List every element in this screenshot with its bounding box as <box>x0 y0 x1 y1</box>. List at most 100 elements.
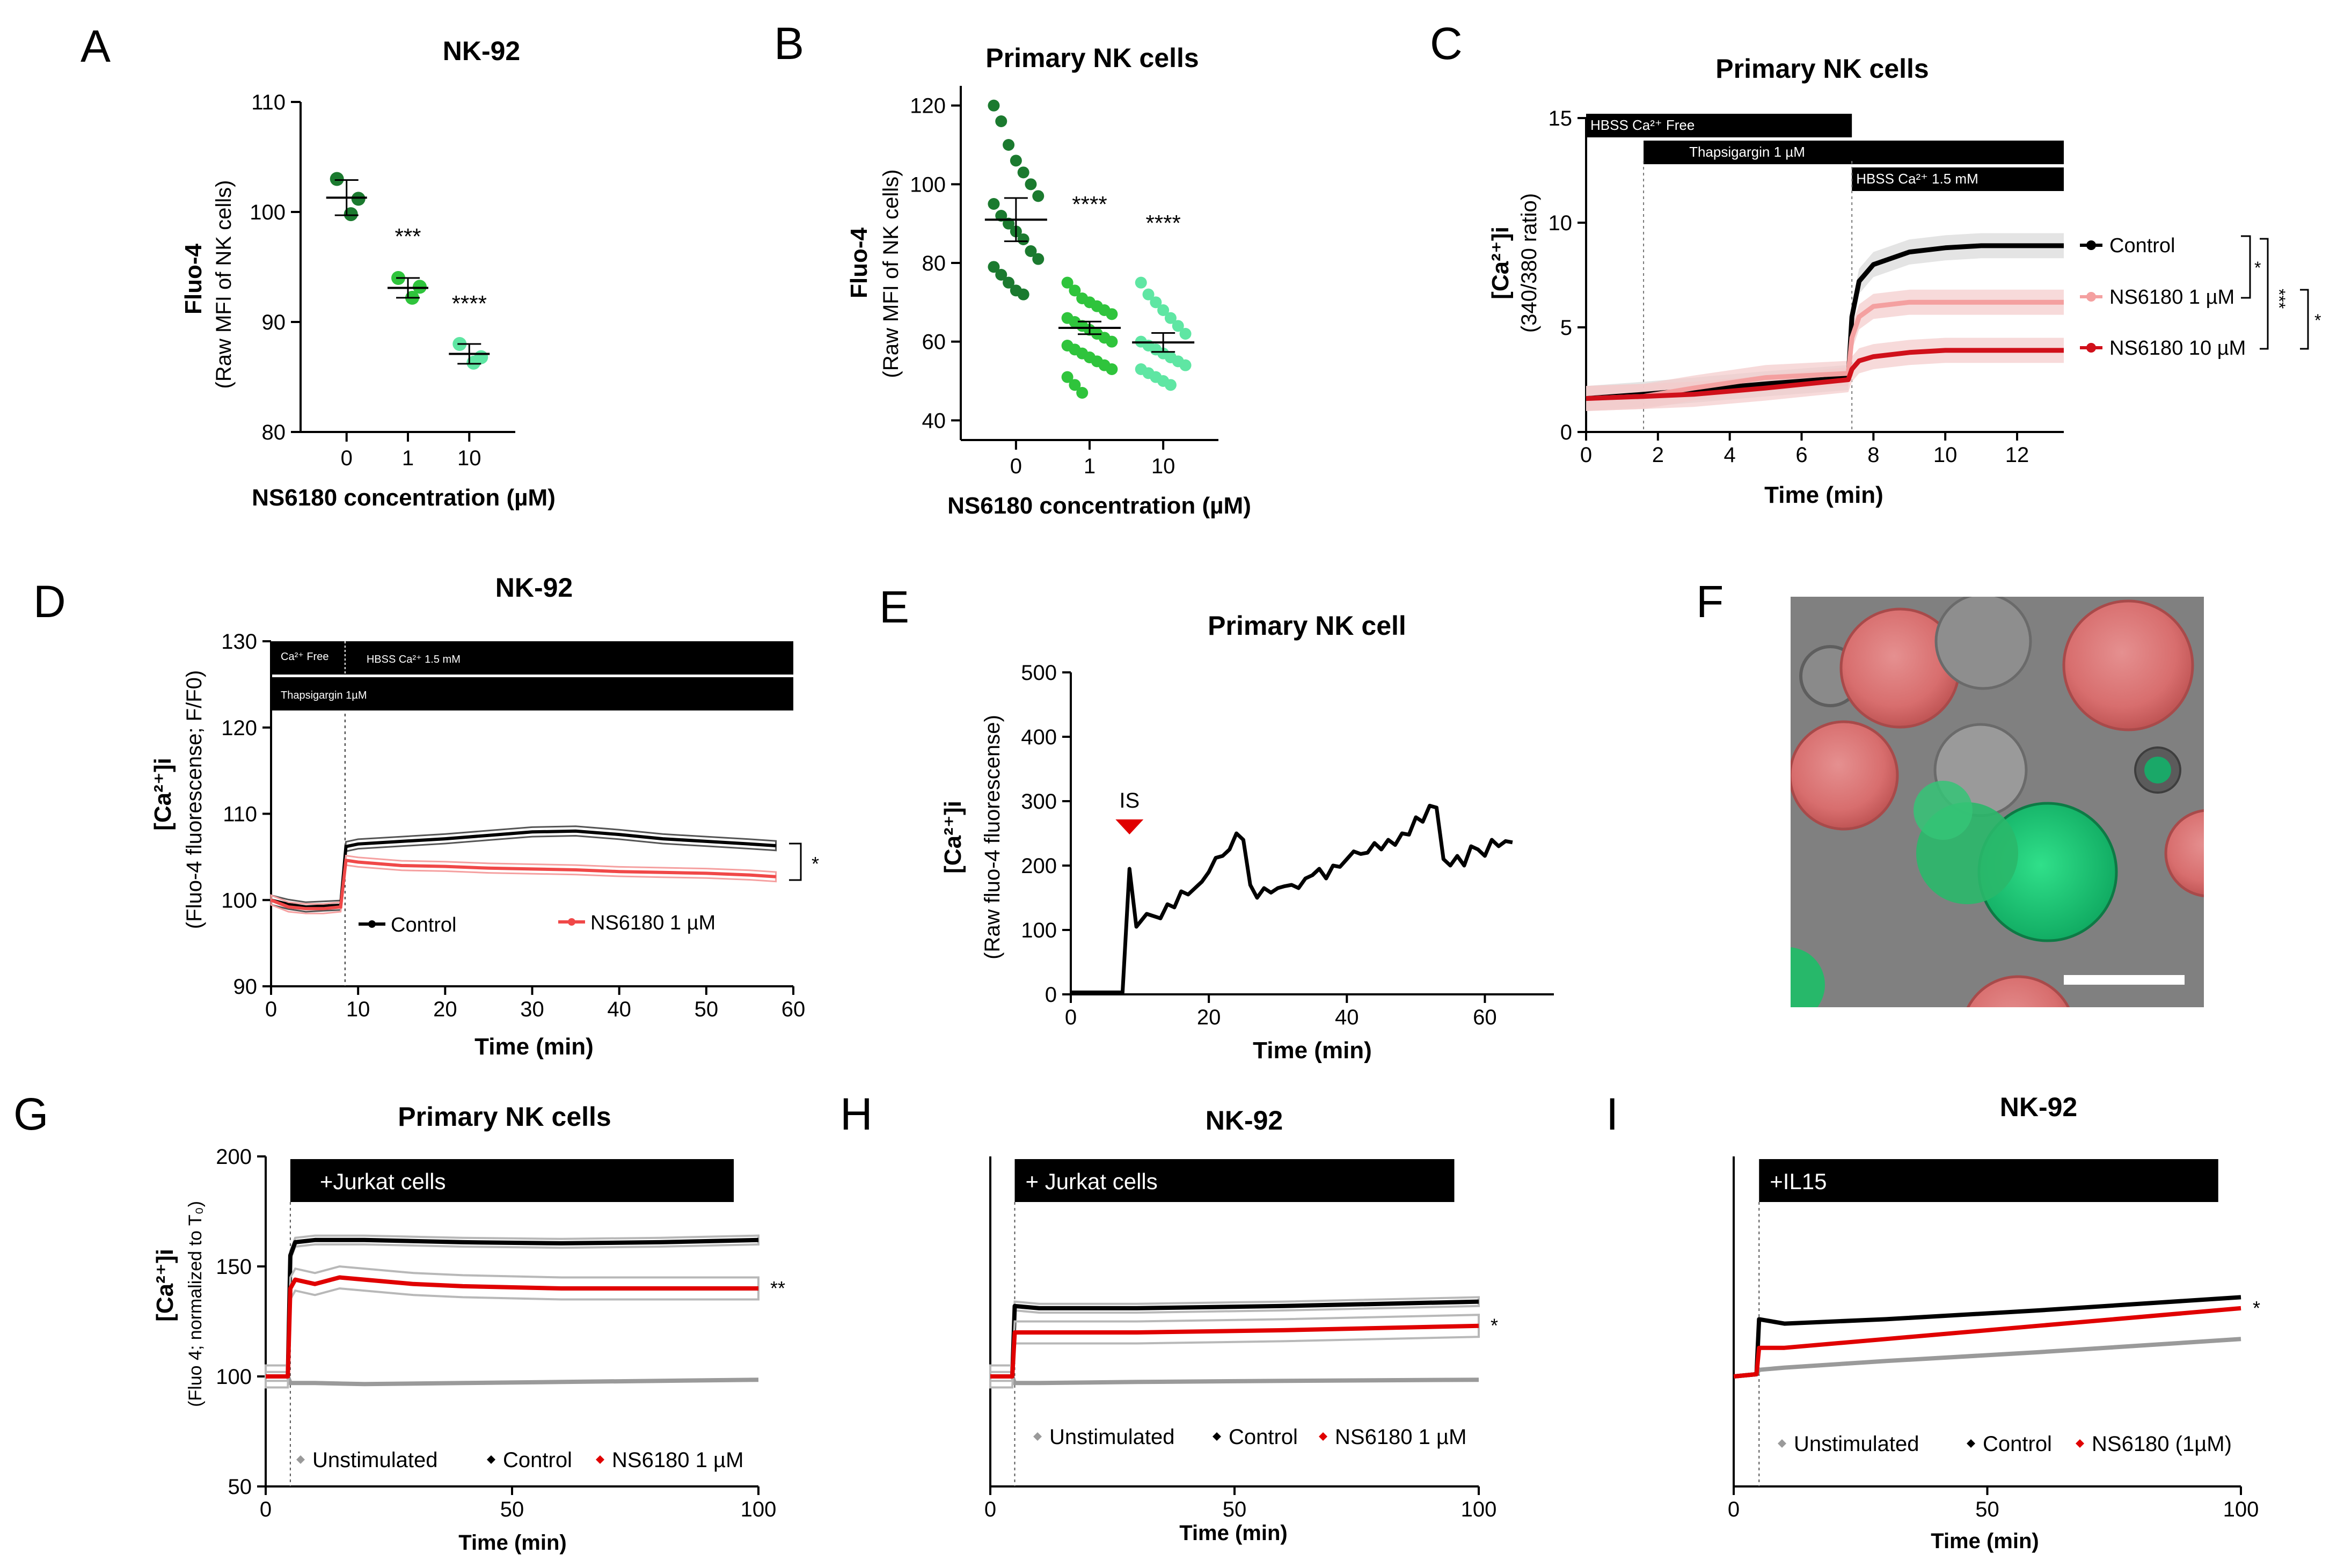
panel-h: H NK-92 0 50 100 + Jurkat cells * Unstimulate… <box>840 1089 1498 1545</box>
data-point <box>1010 155 1022 167</box>
x-tick-label: 12 <box>2005 443 2029 467</box>
x-tick-label: 50 <box>500 1498 524 1521</box>
plot-area: 40 60 80 100 120 0 1 **** 10 **** <box>910 86 1218 478</box>
x-tick-label: 0 <box>1580 443 1592 467</box>
significance-label: * <box>2314 311 2321 330</box>
y-tick-label: 80 <box>922 252 946 275</box>
legend-marker <box>596 1455 604 1464</box>
data-point <box>1017 288 1029 301</box>
panel-f: F <box>1696 576 2204 1007</box>
y-tick-label: 150 <box>216 1255 252 1279</box>
x-tick-label: 1 <box>1084 455 1096 478</box>
data-point <box>1017 166 1029 179</box>
data-point <box>1179 359 1192 371</box>
legend-marker <box>1319 1432 1327 1441</box>
panel-label: G <box>13 1089 48 1139</box>
x-tick-label: 10 <box>1933 443 1958 467</box>
x-tick-label: 100 <box>741 1498 777 1521</box>
panel-a: A NK-92 80 90 100 110 0 1 *** 10 **** Fluo-4 (Ra… <box>81 21 556 511</box>
x-tick-label: 0 <box>1728 1498 1740 1521</box>
target-cell <box>2164 809 2204 897</box>
chart-title: NK-92 <box>443 36 520 66</box>
y-tick-label: 500 <box>1021 661 1057 685</box>
y-axis-sublabel: (Fluo-4 fluorescense; F/F0) <box>182 670 206 929</box>
data-point <box>1076 387 1089 399</box>
x-tick-label: 2 <box>1652 443 1664 467</box>
y-tick-label: 0 <box>1045 983 1057 1007</box>
y-tick-label: 100 <box>910 173 946 196</box>
sem-band <box>265 1234 759 1382</box>
legend-label: Unstimulated <box>1049 1425 1174 1449</box>
panel-e: E Primary NK cell 0 100 200 300 400 500 0 20 40 6… <box>879 582 1554 1064</box>
x-tick-label: 0 <box>1010 455 1022 478</box>
significance-label: **** <box>1072 192 1107 217</box>
panel-label: C <box>1430 18 1463 69</box>
data-point <box>1025 178 1037 190</box>
series-line <box>266 1374 759 1387</box>
series-line <box>266 1237 759 1379</box>
x-axis-label: Time (min) <box>1764 482 1883 508</box>
data-point <box>988 99 1000 112</box>
y-tick-label: 50 <box>228 1475 252 1499</box>
legend-marker <box>1213 1432 1221 1441</box>
y-tick-label: 10 <box>1549 211 1573 235</box>
legend-label: Unstimulated <box>1794 1432 1919 1456</box>
data-point <box>1157 304 1170 316</box>
y-tick-label: 0 <box>1560 421 1572 444</box>
treatment-banner <box>1586 114 1852 137</box>
scale-bar <box>2064 975 2185 985</box>
series-line <box>270 858 776 911</box>
y-tick-label: 300 <box>1021 790 1057 814</box>
x-tick-label: 40 <box>1335 1006 1359 1029</box>
x-tick-label: 0 <box>1065 1006 1077 1029</box>
x-tick-label: 0 <box>984 1498 996 1521</box>
treatment-banner <box>1644 141 2064 164</box>
x-axis-label: NS6180 concentration (µM) <box>947 493 1251 519</box>
significance-label: * <box>812 853 819 875</box>
panel-label: A <box>81 21 111 71</box>
x-tick-label: 60 <box>782 998 806 1021</box>
x-tick-label: 10 <box>457 446 481 470</box>
y-axis-label: [Ca²⁺]i <box>940 801 966 874</box>
legend-marker <box>1778 1439 1786 1448</box>
treatment-banner <box>290 1159 734 1202</box>
significance-bracket <box>2260 238 2269 350</box>
plot-area: 80 90 100 110 0 1 *** 10 **** <box>250 91 515 470</box>
x-tick-label: 10 <box>1151 455 1175 478</box>
legend-marker <box>1967 1439 1975 1448</box>
y-tick-label: 200 <box>1021 854 1057 878</box>
data-point <box>1017 233 1029 245</box>
chart-title: NK-92 <box>495 573 573 603</box>
microscopy-image <box>1791 597 2204 1007</box>
data-point <box>1061 371 1073 383</box>
y-axis-label: Fluo-4 <box>846 227 872 298</box>
legend-marker <box>296 1455 305 1464</box>
sem-band <box>265 1265 759 1389</box>
series-line <box>1733 1306 2241 1379</box>
series-line <box>271 829 776 909</box>
y-tick-label: 200 <box>216 1145 252 1169</box>
data-point <box>1164 312 1177 324</box>
data-point <box>1135 276 1147 289</box>
panel-label: H <box>840 1089 873 1139</box>
legend-label: NS6180 1 µM <box>2109 286 2234 309</box>
series-line <box>1586 299 2064 401</box>
panel-g: G Primary NK cells 50 100 150 200 0 50 100 +Jur… <box>13 1089 785 1555</box>
y-tick-label: 90 <box>233 975 258 999</box>
significance-label: * <box>1491 1315 1498 1337</box>
data-point <box>1032 253 1045 265</box>
data-point <box>1069 284 1081 297</box>
data-point <box>1032 190 1045 202</box>
data-point <box>995 269 1007 281</box>
y-tick-label: 100 <box>250 201 286 224</box>
y-axis-sublabel: (Raw MFI of NK cells) <box>879 170 903 378</box>
data-point <box>1106 363 1118 375</box>
significance-label: **** <box>1145 210 1180 236</box>
target-cell <box>2062 599 2194 731</box>
legend-label: NS6180 10 µM <box>2109 337 2246 360</box>
x-tick-label: 6 <box>1795 443 1807 467</box>
data-point <box>995 115 1007 127</box>
nk-cell <box>1914 781 1973 840</box>
nk-cell <box>1791 947 1825 1007</box>
